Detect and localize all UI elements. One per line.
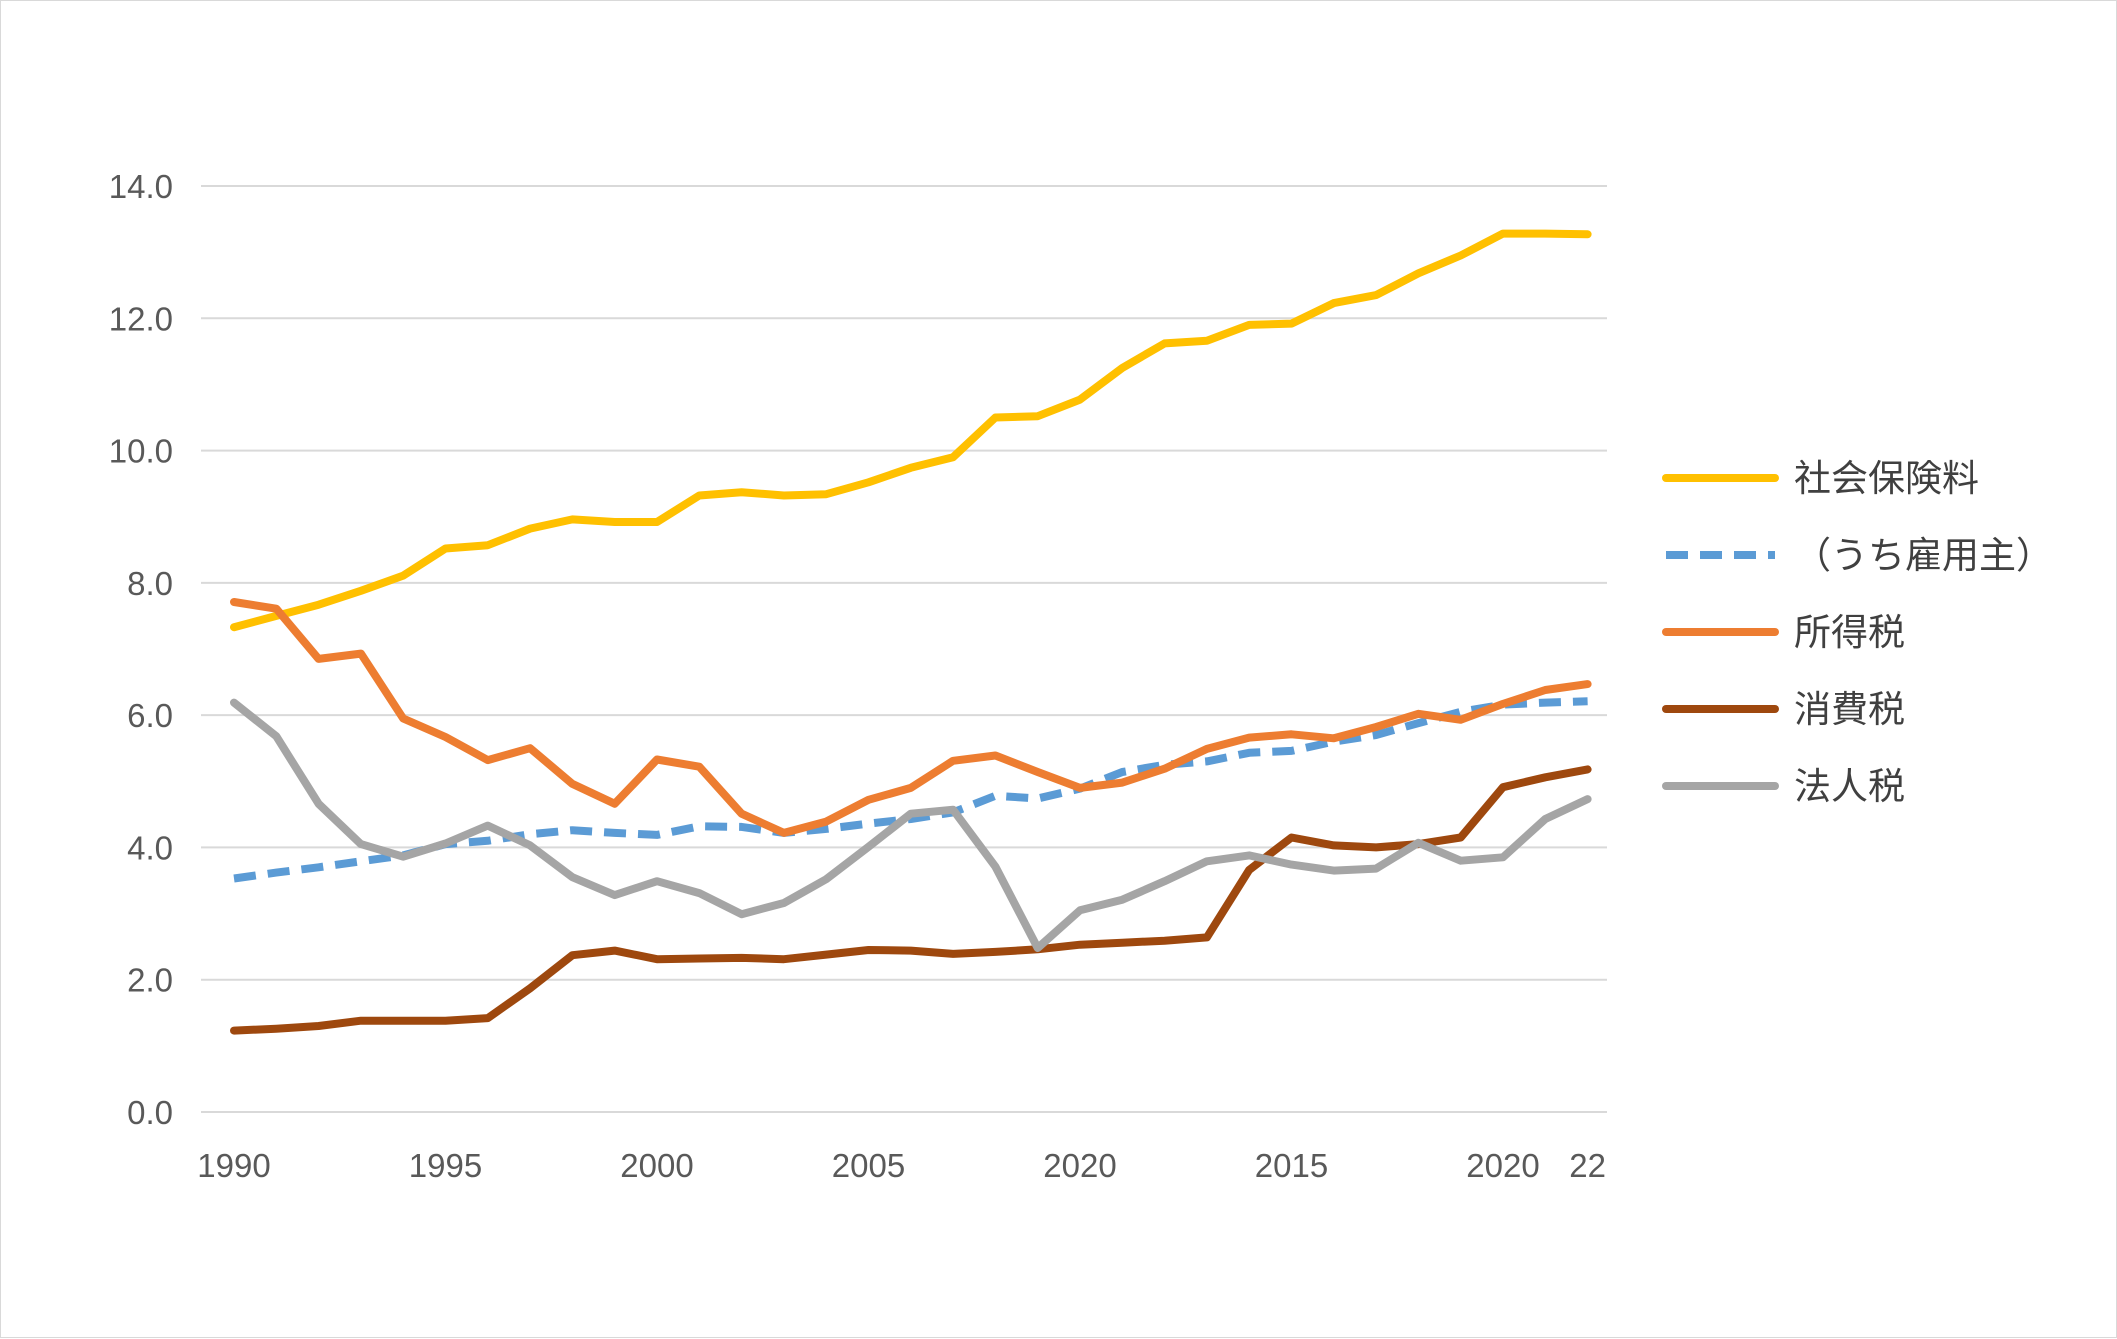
y-axis-ticks: 0.0 2.0 4.0 6.0 8.0 10.0 12.0 14.0 — [109, 168, 173, 1131]
series-line-2 — [230, 598, 1592, 837]
legend-label-1: （うち雇用主） — [1794, 534, 2053, 577]
y-tick-label: 12.0 — [109, 300, 173, 337]
y-tick-label: 14.0 — [109, 168, 173, 205]
x-axis-ticks: 1990 1995 2000 2005 2020 2015 2020 22 — [197, 1147, 1606, 1184]
y-tick-label: 6.0 — [127, 697, 173, 734]
x-tick-label: 1990 — [197, 1147, 270, 1184]
y-tick-label: 8.0 — [127, 565, 173, 602]
legend-label-3: 消費税 — [1794, 688, 1905, 731]
series-line-4 — [230, 698, 1592, 952]
x-tick-label: 2020 — [1043, 1147, 1116, 1184]
legend-label-2: 所得税 — [1794, 611, 1905, 654]
y-tick-label: 0.0 — [127, 1094, 173, 1131]
x-tick-label: 22 — [1569, 1147, 1606, 1184]
plot-series — [230, 229, 1592, 1035]
series-line-3 — [230, 765, 1592, 1035]
legend-label-4: 法人税 — [1794, 765, 1905, 808]
y-tick-label: 4.0 — [127, 829, 173, 866]
y-tick-label: 10.0 — [109, 433, 173, 470]
x-tick-label: 2015 — [1255, 1147, 1328, 1184]
x-tick-label: 2000 — [620, 1147, 693, 1184]
x-tick-label: 1995 — [409, 1147, 482, 1184]
legend-label-0: 社会保険料 — [1794, 457, 1979, 500]
x-tick-label: 2005 — [832, 1147, 905, 1184]
y-tick-label: 2.0 — [127, 962, 173, 999]
series-line-0 — [230, 229, 1592, 632]
x-tick-label: 2020 — [1466, 1147, 1539, 1184]
series-line-1 — [233, 697, 1588, 883]
